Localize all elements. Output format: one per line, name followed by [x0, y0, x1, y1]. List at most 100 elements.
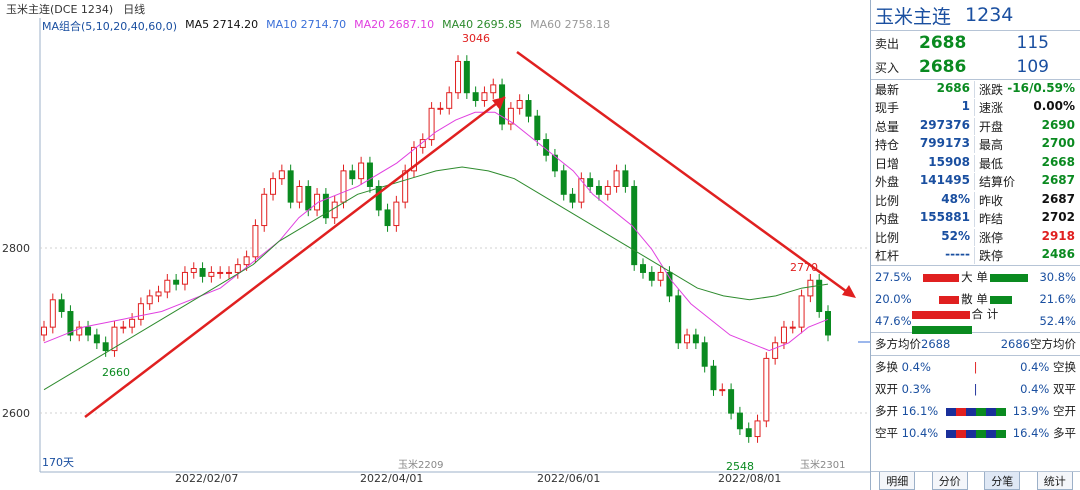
quote-stat-key: 日增	[875, 156, 900, 171]
sell-label: 卖出	[875, 36, 900, 51]
flow-bar-group: 合 计	[911, 306, 1040, 336]
ma5-label: MA5 2714.20	[185, 18, 259, 31]
sell-row[interactable]: 卖出 2688 115	[871, 31, 1080, 55]
candle-body	[190, 268, 197, 273]
quote-stat-value: 2918	[1041, 228, 1075, 243]
quote-stat-cell: 最高 2700	[975, 136, 1079, 153]
quote-stat-row: 持仓 799173 最高 2700	[871, 136, 1080, 155]
candle-body	[789, 326, 796, 329]
quote-stat-key: 昨结	[979, 212, 1004, 227]
candle-body	[666, 271, 673, 297]
candle-body	[410, 146, 417, 172]
period-label[interactable]: 日线	[123, 3, 146, 16]
position-right-label: 空开	[1053, 404, 1076, 418]
candle-body	[296, 185, 303, 203]
candle-body	[111, 326, 118, 352]
position-bars	[945, 426, 1006, 440]
quote-stat-value: 1	[961, 99, 970, 114]
candle-body	[763, 357, 770, 422]
order-flow-box: 27.5% 大 单 30.8% 20.0% 散 单 21.6% 47.6% 合 计 52.4%	[871, 266, 1080, 336]
candle-body	[173, 279, 180, 285]
candle-body	[137, 303, 144, 320]
annotation-low1: 2660	[102, 366, 130, 379]
position-bars	[945, 404, 1006, 418]
position-right-value: 13.9%	[1012, 404, 1053, 418]
candle-body	[816, 279, 823, 313]
candle-body	[551, 154, 558, 172]
candle-body	[270, 178, 277, 195]
quote-stat-cell: 持仓 799173	[871, 136, 975, 154]
candle-body	[736, 412, 743, 430]
buy-row[interactable]: 买入 2686 109	[871, 55, 1080, 80]
quote-stat-value: 52%	[941, 228, 970, 243]
position-left-value: 0.4%	[901, 360, 931, 374]
flow-red-bar	[939, 295, 960, 304]
tab-0[interactable]: 明细	[879, 472, 916, 490]
candle-body	[287, 170, 294, 203]
candle-body	[446, 92, 453, 109]
quote-stat-key: 最新	[875, 82, 900, 97]
position-bar-segment	[985, 407, 996, 416]
position-left: 多换 0.4%	[875, 359, 931, 375]
flow-right-pct: 21.6%	[1039, 292, 1076, 306]
quote-stat-value: 141495	[919, 173, 970, 188]
quote-stat-value: 297376	[919, 117, 970, 132]
quote-stat-value: 2686	[936, 80, 970, 95]
downtrend-line	[516, 50, 851, 296]
quote-stat-key: 速涨	[979, 101, 1004, 116]
candle-body	[745, 428, 752, 438]
flow-red-bar	[911, 310, 970, 319]
candle-body	[261, 193, 268, 227]
position-right-value: 0.4%	[1020, 382, 1053, 396]
contract-label-b: 玉米2301	[800, 458, 845, 471]
position-bar-segment	[945, 407, 956, 416]
quote-stat-value: 2668	[1041, 154, 1075, 169]
flow-bar-group: 大 单	[923, 269, 1028, 285]
quote-stat-key: 比例	[875, 193, 900, 208]
position-bar-segment	[955, 429, 966, 438]
tab-2[interactable]: 分笔	[984, 472, 1021, 490]
position-right-value: 0.4%	[1020, 360, 1053, 374]
position-right-label: 多平	[1053, 426, 1076, 440]
candle-body	[463, 60, 470, 94]
candle-body	[578, 178, 585, 203]
quote-stat-key: 持仓	[875, 138, 900, 153]
tab-1[interactable]: 分价	[931, 472, 968, 490]
position-bar-segment	[975, 407, 986, 416]
short-avg-label: 空方均价	[1030, 337, 1076, 351]
candle-body	[243, 256, 250, 266]
quote-stat-row: 杠杆 ----- 跌停 2486	[871, 247, 1080, 266]
ma-group-label[interactable]: MA组合(5,10,20,40,60,0)	[42, 20, 178, 33]
quote-stat-value: 2687	[1041, 173, 1075, 188]
tab-3[interactable]: 统计	[1036, 472, 1073, 490]
candlestick-chart[interactable]: 2800 2600 2022/02/07 2022/04/01 2022/06/…	[0, 18, 870, 490]
candle-body	[58, 299, 65, 313]
candle-body	[728, 389, 735, 414]
position-row: 双开 0.3% | 0.4% 双平	[871, 378, 1080, 400]
flow-left-pct: 20.0%	[875, 292, 912, 306]
candle-body	[516, 100, 523, 109]
ma60-line	[43, 166, 829, 391]
position-bar-segment	[985, 429, 996, 438]
quote-stat-cell: 比例 48%	[871, 191, 975, 209]
position-change-box: 多换 0.4% | 0.4% 空换 双开 0.3% | 0.4% 双平 多开 16.1% 13…	[871, 356, 1080, 444]
days-count: 170天	[42, 456, 74, 469]
candle-body	[93, 334, 100, 344]
candle-body	[507, 107, 514, 125]
quote-header: 玉米主连 1234	[871, 0, 1080, 31]
ma20-label: MA20 2687.10	[354, 18, 435, 31]
flow-left-pct: 47.6%	[875, 314, 912, 328]
position-left-value: 10.4%	[901, 426, 939, 440]
flow-right-pct: 30.8%	[1039, 270, 1076, 284]
quote-stat-value: 2702	[1041, 210, 1075, 225]
candle-body	[525, 100, 532, 117]
sell-volume: 115	[1016, 33, 1049, 53]
flow-green-bar	[989, 273, 1028, 282]
x-label-aug: 2022/08/01	[718, 472, 781, 485]
candle-body	[684, 334, 691, 344]
position-right-label: 空换	[1053, 360, 1076, 374]
candle-body	[384, 209, 391, 227]
candle-body	[208, 271, 215, 277]
candle-body	[402, 170, 409, 203]
candle-body	[701, 342, 708, 367]
